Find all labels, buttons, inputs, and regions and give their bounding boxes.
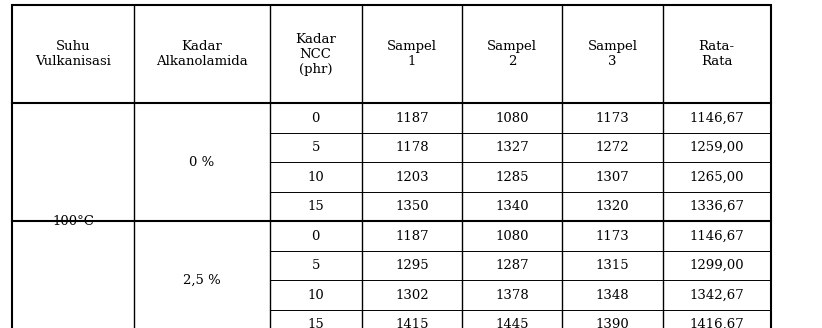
Text: 1080: 1080	[496, 112, 529, 125]
Text: 15: 15	[307, 200, 324, 213]
Text: 1295: 1295	[395, 259, 428, 272]
Text: 1173: 1173	[595, 112, 630, 125]
Text: 15: 15	[307, 318, 324, 328]
Text: Kadar
NCC
(phr): Kadar NCC (phr)	[295, 32, 336, 76]
Text: 0 %: 0 %	[189, 156, 215, 169]
Text: 1187: 1187	[395, 112, 428, 125]
Text: 1342,67: 1342,67	[690, 289, 744, 302]
Text: 100°C: 100°C	[53, 215, 94, 228]
Text: Sampel
1: Sampel 1	[387, 40, 436, 68]
Text: 1285: 1285	[496, 171, 529, 184]
Text: 1178: 1178	[395, 141, 428, 154]
Text: 5: 5	[312, 141, 320, 154]
Text: Sampel
2: Sampel 2	[487, 40, 537, 68]
Text: 1307: 1307	[595, 171, 630, 184]
Text: 1315: 1315	[596, 259, 629, 272]
Text: 1272: 1272	[596, 141, 629, 154]
Text: Rata-
Rata: Rata- Rata	[699, 40, 735, 68]
Text: 1302: 1302	[395, 289, 428, 302]
Text: 1259,00: 1259,00	[690, 141, 744, 154]
Text: 1390: 1390	[595, 318, 630, 328]
Text: 1445: 1445	[496, 318, 529, 328]
Text: 5: 5	[312, 259, 320, 272]
Text: 2,5 %: 2,5 %	[183, 274, 220, 287]
Text: 1320: 1320	[596, 200, 629, 213]
Text: 1080: 1080	[496, 230, 529, 243]
Text: 0: 0	[312, 112, 320, 125]
Text: 1146,67: 1146,67	[690, 230, 744, 243]
Text: 1416,67: 1416,67	[690, 318, 744, 328]
Text: 1348: 1348	[596, 289, 629, 302]
Text: Suhu
Vulkanisasi: Suhu Vulkanisasi	[35, 40, 111, 68]
Text: 1415: 1415	[395, 318, 428, 328]
Text: 10: 10	[307, 289, 324, 302]
Text: Kadar
Alkanolamida: Kadar Alkanolamida	[156, 40, 247, 68]
Text: 1265,00: 1265,00	[690, 171, 744, 184]
Text: 0: 0	[312, 230, 320, 243]
Text: 1146,67: 1146,67	[690, 112, 744, 125]
Text: 1336,67: 1336,67	[690, 200, 744, 213]
Text: Sampel
3: Sampel 3	[588, 40, 637, 68]
Text: 1287: 1287	[496, 259, 529, 272]
Text: 10: 10	[307, 171, 324, 184]
Text: 1187: 1187	[395, 230, 428, 243]
Text: 1173: 1173	[595, 230, 630, 243]
Text: 1350: 1350	[395, 200, 428, 213]
Text: 1327: 1327	[495, 141, 529, 154]
Text: 1378: 1378	[495, 289, 529, 302]
Text: 1203: 1203	[395, 171, 428, 184]
Text: 1299,00: 1299,00	[690, 259, 744, 272]
Text: 1340: 1340	[496, 200, 529, 213]
